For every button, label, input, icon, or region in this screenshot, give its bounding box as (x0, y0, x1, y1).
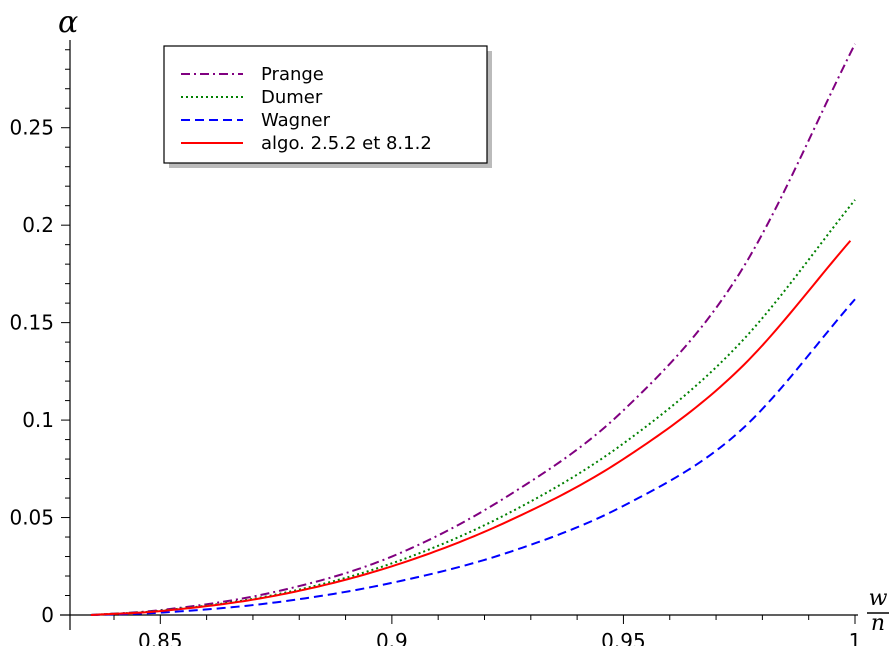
series-line-wagner (90, 298, 856, 616)
x-tick-label: 0.9 (376, 629, 408, 646)
legend-label: Dumer (261, 87, 323, 108)
x-axis-label: w n (867, 586, 889, 636)
y-axis-ticks: 0 0.05 0.1 0.15 0.2 0.25 (9, 49, 70, 627)
y-tick-label: 0.1 (22, 408, 54, 432)
legend-label: algo. 2.5.2 et 8.1.2 (261, 133, 432, 154)
x-tick-label: 1 (849, 629, 862, 646)
series-line-algo-2-5-2-et-8-1-2 (90, 240, 852, 616)
series-line-prange (90, 43, 856, 616)
y-tick-label: 0.05 (9, 506, 54, 530)
y-tick-label: 0.2 (22, 213, 54, 237)
x-tick-label: 0.85 (138, 629, 183, 646)
axes (60, 40, 858, 630)
legend-label: Wagner (261, 110, 331, 131)
legend-label: Prange (261, 64, 324, 85)
x-axis-label-numerator: w (869, 586, 888, 611)
series-layer (90, 43, 856, 616)
y-axis-label: α (58, 5, 78, 40)
x-axis-label-denominator: n (871, 611, 885, 636)
y-tick-label: 0.25 (9, 116, 54, 140)
series-line-dumer (90, 199, 856, 616)
y-tick-label: 0.15 (9, 311, 54, 335)
y-tick-label: 0 (41, 603, 54, 627)
y-axis-label-text: α (58, 5, 78, 40)
x-axis-ticks: 0.85 0.9 0.95 1 (113, 615, 862, 646)
x-tick-label: 0.95 (601, 629, 646, 646)
